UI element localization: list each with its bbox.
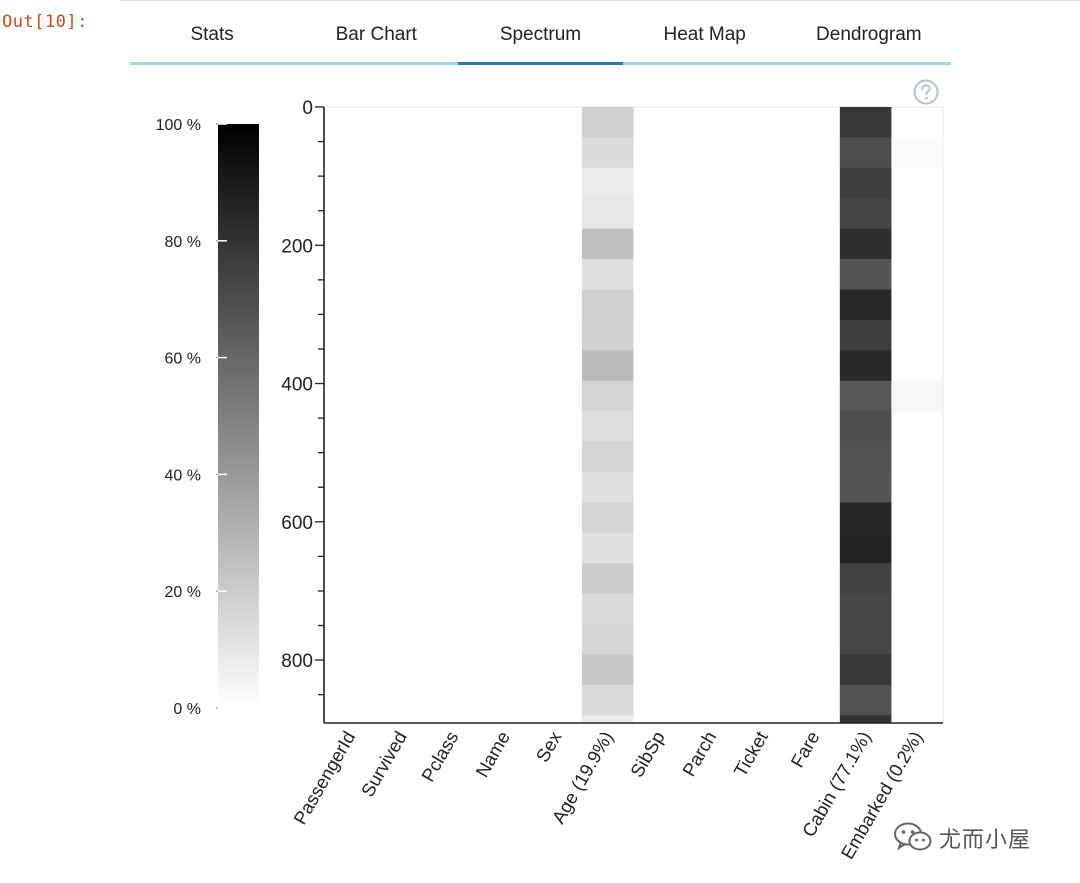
heatmap-cell (581, 107, 634, 138)
question-circle-icon[interactable] (912, 78, 940, 106)
heatmap-cell (839, 198, 892, 229)
heatmap-cell (581, 198, 634, 229)
heatmap-cell (839, 107, 892, 138)
heatmap-cell (839, 654, 892, 686)
heatmap-cell (839, 624, 892, 655)
heatmap-cell (839, 137, 892, 169)
heatmap-cell (581, 684, 634, 716)
colorbar (218, 124, 259, 708)
y-tick-label: 600 (281, 513, 313, 534)
heatmap-cell (839, 167, 892, 199)
x-tick-label: Pclass (417, 728, 462, 786)
colorbar-tick-label: 80 % (165, 234, 201, 251)
heatmap-cell (581, 563, 634, 595)
heatmap-cell (581, 167, 634, 199)
heatmap-cell (839, 502, 892, 534)
heatmap-cell (839, 715, 892, 724)
output-prompt: Out[10]: (2, 12, 88, 32)
heatmap-cell (581, 380, 634, 412)
heatmap-cell (581, 624, 634, 655)
heatmap-cell (581, 532, 634, 564)
x-tick-label: PassengerId (289, 728, 359, 828)
colorbar-tick-label: 0 % (173, 701, 201, 718)
heatmap-cell (839, 259, 892, 290)
y-tick-label: 800 (281, 651, 313, 672)
heatmap-cell (581, 715, 634, 724)
y-tick-label: 0 (302, 98, 313, 119)
colorbar-tick-label: 40 % (165, 467, 201, 484)
cell-frame (120, 0, 1080, 7)
heatmap-cell (839, 532, 892, 564)
x-tick-label: Fare (786, 728, 823, 771)
tab-bar: Stats Bar Chart Spectrum Heat Map Dendro… (130, 14, 951, 65)
tab-spectrum[interactable]: Spectrum (458, 14, 623, 65)
heatmap-cell (839, 441, 892, 473)
tab-bar-chart[interactable]: Bar Chart (335, 24, 417, 45)
watermark-text: 尤而小屋 (939, 828, 1032, 853)
tab-heat-map[interactable]: Heat Map (663, 24, 746, 45)
x-tick-label: Sex (531, 727, 566, 766)
heatmap-cell (581, 411, 634, 442)
heatmap-cell (839, 472, 892, 503)
heatmap-cell (839, 319, 892, 351)
heatmap-cell (581, 319, 634, 351)
colorbar-tick-label: 100 % (156, 117, 201, 134)
heatmap-cell (581, 593, 634, 625)
heatmap-cell (839, 380, 892, 412)
x-tick-label: Parch (678, 728, 720, 780)
heatmap-cell (581, 350, 634, 382)
heatmap-cell (581, 441, 634, 473)
heatmap-cell (581, 654, 634, 686)
tab-stats[interactable]: Stats (190, 24, 234, 45)
heatmap-cell (581, 502, 634, 534)
x-tick-label: Ticket (729, 728, 772, 781)
heatmap-cell (839, 684, 892, 716)
heatmap-cell (581, 472, 634, 503)
heatmap-cell (581, 289, 634, 321)
heatmap-cell (581, 137, 634, 169)
heatmap-cell (839, 563, 892, 595)
heatmap-cell (839, 593, 892, 625)
heatmap-cell (891, 380, 943, 412)
x-tick-label: Survived (357, 728, 411, 801)
heatmap-cell (839, 228, 892, 260)
x-tick-label: Name (471, 728, 514, 781)
watermark: 尤而小屋 (893, 818, 1031, 858)
heatmap-cell (891, 137, 943, 169)
heatmap-cell (839, 411, 892, 442)
wechat-icon (894, 822, 932, 851)
heatmap-cell (581, 228, 634, 260)
colorbar-tick-label: 60 % (165, 351, 201, 368)
heatmap-cell (581, 259, 634, 290)
colorbar-tick-label: 20 % (165, 584, 201, 601)
y-tick-label: 400 (281, 375, 313, 396)
x-tick-label: SibSp (626, 728, 669, 781)
y-tick-label: 200 (281, 236, 313, 257)
tab-dendrogram[interactable]: Dendrogram (816, 24, 922, 45)
heatmap-cell (839, 350, 892, 382)
heatmap-cell (839, 289, 892, 321)
